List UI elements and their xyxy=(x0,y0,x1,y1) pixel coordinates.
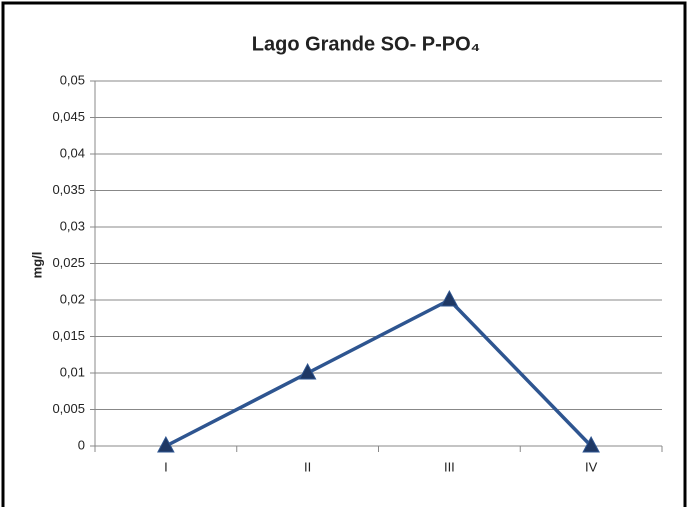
x-tick-label: I xyxy=(164,459,168,474)
y-tick-label: 0,015 xyxy=(52,328,85,343)
y-tick-label: 0,04 xyxy=(60,145,85,160)
y-tick-label: 0,03 xyxy=(60,218,85,233)
y-tick-label: 0,025 xyxy=(52,255,85,270)
y-tick-label: 0 xyxy=(78,437,85,452)
data-marker xyxy=(582,435,600,453)
data-line xyxy=(165,298,593,448)
y-tick-label: 0,035 xyxy=(52,182,85,197)
x-tick-label: III xyxy=(444,459,455,474)
data-marker xyxy=(440,289,459,307)
data-marker xyxy=(157,435,175,453)
y-tick-label: 0,005 xyxy=(52,401,85,416)
y-tick-label: 0,045 xyxy=(52,109,85,124)
data-marker xyxy=(298,362,317,380)
x-tick-label: II xyxy=(304,459,311,474)
y-tick-label: 0,05 xyxy=(60,72,85,87)
x-tick-label: IV xyxy=(585,459,598,474)
y-axis-label: mg/l xyxy=(29,252,44,279)
y-tick-label: 0,01 xyxy=(60,364,85,379)
y-tick-label: 0,02 xyxy=(60,291,85,306)
chart-title: Lago Grande SO- P-PO₄ xyxy=(252,33,480,55)
